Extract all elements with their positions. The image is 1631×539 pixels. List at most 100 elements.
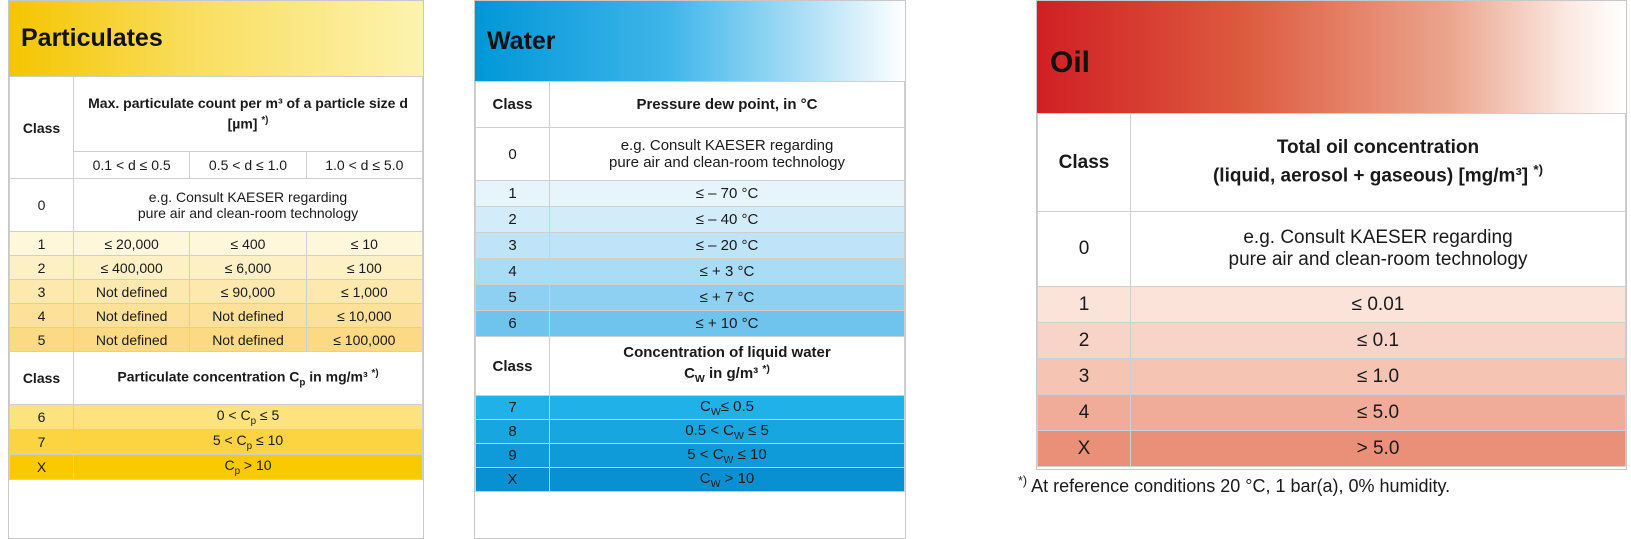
- class-cell: 4: [1037, 394, 1131, 431]
- value-cell: ≤ 100,000: [305, 327, 424, 352]
- class-cell: 1: [1037, 286, 1131, 323]
- table-row: 2 ≤ – 40 °C: [475, 206, 905, 233]
- table-row: 0 e.g. Consult KAESER regarding pure air …: [475, 127, 905, 181]
- class-cell: X: [9, 454, 74, 480]
- particle-concentration-header: Particulate concentration Cp in mg/m³ *): [73, 351, 423, 405]
- class-cell: 7: [475, 395, 550, 420]
- value-cell: ≤ + 10 °C: [549, 310, 905, 337]
- value-cell: ≤ 1.0: [1130, 358, 1626, 395]
- class-cell: 9: [475, 443, 550, 468]
- table-row: 1 ≤ 0.01: [1037, 286, 1626, 323]
- value-cell: Not defined: [72, 303, 191, 328]
- class-cell: 6: [475, 310, 550, 337]
- value-cell: Not defined: [189, 303, 307, 328]
- size-range-header: 1.0 < d ≤ 5.0: [305, 151, 424, 179]
- value-cell: Cp > 10: [73, 454, 423, 480]
- value-cell: ≤ 6,000: [189, 255, 307, 280]
- class-cell: 7: [9, 429, 74, 455]
- value-cell: Not defined: [189, 327, 307, 352]
- table-row: 6 ≤ + 10 °C: [475, 310, 905, 337]
- class-cell: 3: [9, 279, 74, 304]
- table-row: 1 ≤ 20,000 ≤ 400 ≤ 10: [9, 231, 424, 256]
- class0-note: e.g. Consult KAESER regarding pure air an…: [1130, 211, 1626, 287]
- table-row: 8 0.5 < CW ≤ 5: [475, 419, 905, 444]
- size-range-header: 0.5 < d ≤ 1.0: [189, 151, 307, 179]
- value-cell: ≤ + 7 °C: [549, 284, 905, 311]
- class-cell: 2: [9, 255, 74, 280]
- oil-table: Class Total oil concentration (liquid, ae…: [1037, 113, 1626, 467]
- value-cell: ≤ + 3 °C: [549, 258, 905, 285]
- class-cell: 4: [475, 258, 550, 285]
- class-cell: 1: [475, 180, 550, 207]
- value-cell: ≤ 0.01: [1130, 286, 1626, 323]
- water-panel: Water Class Pressure dew point, in °C 0 …: [474, 0, 906, 539]
- value-cell: ≤ 400: [189, 231, 307, 256]
- class-header: Class: [1037, 113, 1131, 212]
- class-cell: 3: [1037, 358, 1131, 395]
- footnote-mark: *): [1018, 474, 1028, 488]
- class-cell: 2: [1037, 322, 1131, 359]
- table-row: 6 0 < Cp ≤ 5: [9, 404, 423, 430]
- size-range-header: 0.1 < d ≤ 0.5: [72, 151, 191, 179]
- liquid-water-header: Concentration of liquid water CW in g/m³ …: [549, 336, 905, 396]
- class-cell: X: [475, 467, 550, 492]
- particulates-title: Particulates: [9, 1, 423, 76]
- class-cell: 1: [9, 231, 74, 256]
- class-header: Class: [475, 336, 550, 396]
- value-cell: ≤ – 70 °C: [549, 180, 905, 207]
- class-header: Class: [475, 81, 550, 128]
- table-row: 4 ≤ + 3 °C: [475, 258, 905, 285]
- value-cell: ≤ 90,000: [189, 279, 307, 304]
- class-header: Class: [9, 351, 74, 405]
- class0-note: e.g. Consult KAESER regarding pure air an…: [549, 127, 905, 181]
- value-cell: ≤ 100: [305, 255, 424, 280]
- class-cell: 5: [9, 327, 74, 352]
- value-cell: ≤ 5.0: [1130, 394, 1626, 431]
- table-row: X Cp > 10: [9, 454, 423, 480]
- value-cell: > 5.0: [1130, 430, 1626, 467]
- table-row: 3 ≤ – 20 °C: [475, 232, 905, 259]
- table-row: 1 ≤ – 70 °C: [475, 180, 905, 207]
- particle-count-header: Max. particulate count per m³ of a parti…: [73, 76, 423, 152]
- value-cell: 0.5 < CW ≤ 5: [549, 419, 905, 444]
- class-header: Class: [9, 76, 74, 179]
- class-cell: 6: [9, 404, 74, 430]
- class-cell: 0: [9, 178, 74, 232]
- footnote-text: At reference conditions 20 °C, 1 bar(a),…: [1027, 476, 1451, 496]
- value-cell: CW > 10: [549, 467, 905, 492]
- table-row: 3 ≤ 1.0: [1037, 358, 1626, 395]
- class-cell: 2: [475, 206, 550, 233]
- value-cell: 5 < CW ≤ 10: [549, 443, 905, 468]
- table-row: 4 Not defined Not defined ≤ 10,000: [9, 303, 424, 328]
- value-cell: ≤ 20,000: [72, 231, 191, 256]
- reference-footnote: *) At reference conditions 20 °C, 1 bar(…: [1018, 474, 1450, 497]
- particulates-panel: Particulates Class Max. particulate coun…: [8, 0, 424, 539]
- particulates-table: Class Max. particulate count per m³ of a…: [9, 76, 424, 480]
- class-cell: 3: [475, 232, 550, 259]
- table-row: 7 CW≤ 0.5: [475, 395, 905, 420]
- oil-panel: Oil Class Total oil concentration (liquid…: [1036, 0, 1627, 470]
- value-cell: ≤ 10,000: [305, 303, 424, 328]
- oil-concentration-header: Total oil concentration (liquid, aerosol …: [1130, 113, 1626, 212]
- value-cell: CW≤ 0.5: [549, 395, 905, 420]
- class-cell: 0: [475, 127, 550, 181]
- class-cell: 5: [475, 284, 550, 311]
- table-row: X CW > 10: [475, 467, 905, 492]
- value-cell: ≤ 0.1: [1130, 322, 1626, 359]
- value-cell: Not defined: [72, 279, 191, 304]
- table-row: 5 ≤ + 7 °C: [475, 284, 905, 311]
- table-row: 2 ≤ 0.1: [1037, 322, 1626, 359]
- value-cell: ≤ 400,000: [72, 255, 191, 280]
- oil-title: Oil: [1037, 1, 1626, 113]
- value-cell: 5 < Cp ≤ 10: [73, 429, 423, 455]
- table-row: 9 5 < CW ≤ 10: [475, 443, 905, 468]
- dew-point-header: Pressure dew point, in °C: [549, 81, 905, 128]
- value-cell: ≤ 1,000: [305, 279, 424, 304]
- class-cell: X: [1037, 430, 1131, 467]
- table-row: 0 e.g. Consult KAESER regarding pure air …: [9, 178, 423, 232]
- table-row: 4 ≤ 5.0: [1037, 394, 1626, 431]
- table-row: X > 5.0: [1037, 430, 1626, 467]
- table-row: 3 Not defined ≤ 90,000 ≤ 1,000: [9, 279, 424, 304]
- value-cell: ≤ – 20 °C: [549, 232, 905, 259]
- table-row: 2 ≤ 400,000 ≤ 6,000 ≤ 100: [9, 255, 424, 280]
